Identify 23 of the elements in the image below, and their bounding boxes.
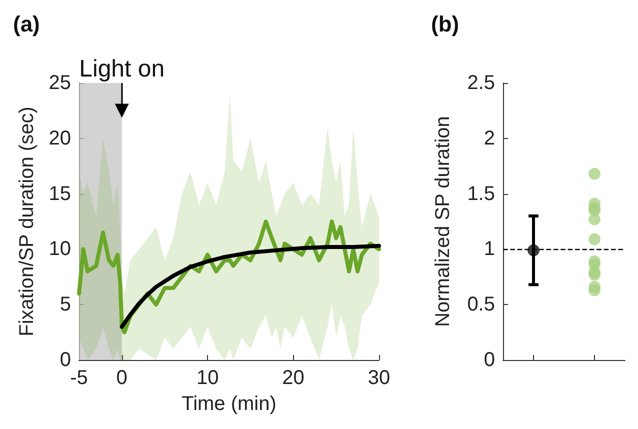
y-tick-label: 10 (48, 238, 71, 260)
x-tick-label: 20 (282, 367, 304, 389)
y-tick-label: 0 (484, 349, 495, 371)
y-tick-label: 2.5 (467, 72, 495, 94)
y-tick-label: 15 (48, 182, 71, 205)
y-tick-label: 0.5 (467, 294, 495, 316)
annotation: Light on (79, 56, 165, 82)
y-axis-title: Fixation/SP duration (sec) (16, 106, 38, 336)
y-axis-title: Normalized SP duration (432, 116, 454, 327)
y-tick-label: 25 (48, 72, 71, 94)
x-tick-label: 10 (196, 367, 219, 389)
x-tick-label: 0 (116, 367, 128, 389)
chart-title: (a) (13, 12, 40, 36)
y-tick-label: 0 (60, 349, 71, 371)
chart-title: (b) (431, 12, 460, 36)
y-tick-label: 2 (484, 127, 495, 150)
y-tick-label: 1.5 (467, 182, 495, 205)
x-tick-label: -5 (70, 367, 88, 389)
y-tick-label: 20 (48, 127, 71, 150)
x-axis-title: Time (min) (182, 393, 276, 415)
y-tick-label: 5 (60, 294, 71, 316)
x-tick-label: 30 (368, 367, 390, 389)
y-tick-label: 1 (484, 238, 495, 260)
